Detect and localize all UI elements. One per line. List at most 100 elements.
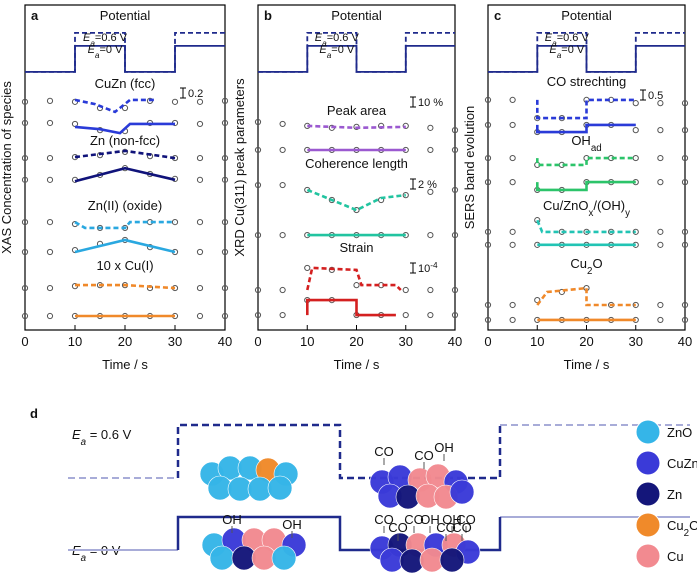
potential-low-label-part: E [319, 44, 327, 56]
trace-label: Cu2O [570, 256, 602, 277]
trace-label-part: Peak area [327, 103, 387, 118]
data-point [279, 120, 286, 128]
data-point [46, 248, 54, 256]
x-axis-label: Time / s [334, 357, 380, 372]
data-point [451, 186, 459, 194]
potential-low-label-part: E [549, 44, 557, 56]
data-point [21, 119, 29, 127]
trace-label-part: Strain [340, 240, 374, 255]
data-point [509, 154, 516, 162]
legend-swatch [635, 512, 661, 538]
data-point [196, 176, 204, 183]
data-point [632, 154, 639, 162]
data-point [46, 97, 54, 104]
x-tick-label: 30 [399, 334, 413, 349]
legend-swatch [635, 450, 661, 476]
data-point [484, 154, 492, 162]
trace-label-part: CO strechting [547, 74, 626, 89]
waveform-low [176, 515, 502, 552]
potential-high-label-part: = 0.6 V [86, 427, 131, 442]
potential-high-label: Ea=0.6 V [545, 32, 590, 48]
data-point [632, 100, 639, 107]
potential-high-label: Ea=0.6 V [83, 32, 128, 48]
data-point [632, 301, 639, 309]
data-point [681, 179, 689, 186]
trace-label-part: O [592, 256, 602, 271]
potential-low [258, 45, 455, 73]
scale-bar [180, 87, 186, 99]
data-point [402, 286, 409, 294]
data-point [254, 286, 262, 294]
fit-line [74, 238, 176, 254]
data-point [509, 121, 516, 129]
data-point [171, 219, 179, 226]
legend-swatch [635, 419, 661, 445]
waveform-low-faint [68, 516, 690, 551]
data-point [681, 100, 689, 107]
data-point [427, 188, 434, 195]
data-point [509, 179, 516, 186]
data-point [681, 316, 689, 324]
data-point [657, 316, 664, 324]
trace-label: Zn (non-fcc) [90, 133, 160, 148]
data-point [484, 121, 492, 129]
potential-high-label-part: E [83, 32, 91, 44]
x-tick-label: 0 [484, 334, 491, 349]
potential-low-label-part: E [88, 44, 96, 56]
data-point [71, 120, 79, 128]
data-point [681, 127, 689, 134]
data-point [21, 248, 29, 256]
legend-swatch [635, 481, 661, 507]
data-point [221, 119, 229, 127]
y-axis-label: XAS Concentration of species [0, 81, 14, 254]
trace-label-part: Cu/ZnO [543, 198, 589, 213]
data-point [196, 219, 204, 226]
potential-high-label: Ea = 0.6 V [72, 427, 132, 448]
data-point [196, 154, 204, 162]
legend-label-part: 2 [684, 528, 689, 539]
adsorbate-label: OH [434, 440, 454, 455]
x-tick-label: 20 [579, 334, 593, 349]
data-point [279, 286, 286, 294]
adsorbate-label: CO [374, 512, 394, 527]
data-point [657, 100, 664, 107]
trace-label: 10 x Cu(I) [96, 258, 153, 273]
potential-title: Potential [561, 8, 612, 23]
data-point [484, 179, 492, 186]
fit-line [74, 166, 176, 183]
x-axis-label: Time / s [102, 357, 148, 372]
potential-low-label-part: =0 V [561, 44, 585, 56]
scale-bar [410, 178, 416, 190]
data-point [484, 241, 492, 248]
legend-label: Cu [667, 549, 684, 564]
data-point [71, 98, 79, 105]
data-point [21, 312, 29, 320]
data-point [46, 154, 54, 162]
data-point [221, 248, 229, 256]
data-point [171, 98, 179, 105]
x-tick-label: 10 [530, 334, 544, 349]
x-axis-label: Time / s [564, 357, 610, 372]
potential-high-label-part: E [72, 427, 81, 442]
data-point [657, 179, 664, 186]
data-point [657, 228, 664, 235]
trace-label: OHad [571, 133, 601, 154]
fit-dashed [536, 286, 636, 307]
y-axis-label: XRD Cu(311) peak parameters [232, 78, 247, 257]
data-point [402, 192, 409, 199]
trace-label-part: y [625, 208, 630, 219]
legend-label-part: Cu [667, 518, 684, 533]
scale-label-part: 0.5 [648, 90, 663, 102]
legend-label-part: CuZn [667, 456, 697, 471]
atom [267, 475, 293, 501]
data-point [657, 127, 664, 134]
trace-label: Strain [340, 240, 374, 255]
data-point [451, 286, 459, 294]
data-point [21, 98, 29, 105]
scale-label-part: 0.2 [188, 88, 203, 100]
potential-high-label-part: a [90, 39, 95, 48]
potential-low-label-part: =0 V [100, 44, 124, 56]
data-point [221, 176, 229, 183]
data-point [427, 286, 434, 294]
data-point [484, 301, 492, 309]
